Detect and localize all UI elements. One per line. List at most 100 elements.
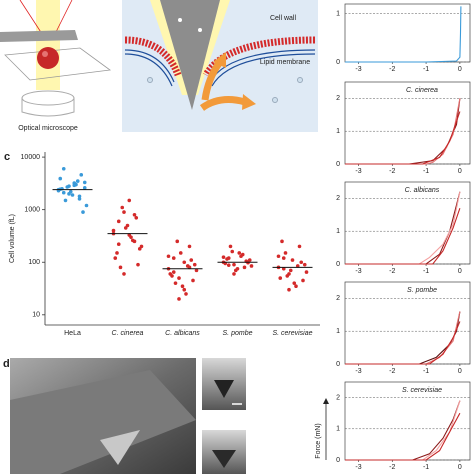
data-point: [130, 238, 135, 243]
data-point: [81, 210, 85, 214]
data-point: [171, 270, 176, 274]
data-point: [63, 198, 68, 203]
y-tick-label: 1: [336, 11, 340, 18]
data-point: [182, 287, 187, 292]
y-tick-label: 1: [336, 128, 340, 135]
data-point: [75, 179, 80, 183]
y-axis-label: Cell volume (fL): [9, 214, 16, 263]
force-curve: [345, 412, 461, 461]
data-point: [194, 268, 199, 273]
data-point: [77, 194, 82, 199]
x-tick-label: -2: [389, 368, 395, 375]
sem-images: [10, 358, 246, 474]
data-point: [301, 278, 305, 283]
x-tick-label: 0: [458, 268, 462, 275]
data-point: [65, 185, 70, 189]
data-point: [184, 292, 188, 296]
x-tick-label: -3: [355, 464, 361, 471]
x-tick-label: C. albicans: [165, 330, 200, 337]
data-point: [70, 193, 75, 197]
y-tick-label: 1: [336, 426, 340, 433]
data-point: [139, 244, 144, 249]
data-point: [67, 192, 71, 196]
data-point: [240, 252, 245, 257]
data-point: [276, 254, 281, 259]
x-tick-label: -1: [423, 464, 429, 471]
data-point: [58, 176, 63, 181]
x-tick-label: -1: [423, 66, 429, 73]
x-tick-label: C. cinerea: [112, 330, 144, 337]
data-point: [187, 265, 192, 270]
x-tick-label: -3: [355, 66, 361, 73]
data-point: [127, 198, 132, 203]
panel-title: S. cerevisiae: [402, 387, 442, 394]
data-point: [77, 197, 82, 201]
data-point: [304, 270, 309, 274]
data-point: [283, 251, 288, 255]
data-point: [113, 256, 118, 260]
panel-label: c: [4, 151, 10, 163]
data-point: [249, 264, 254, 268]
force-curve: [345, 400, 461, 461]
force-curve: [345, 208, 461, 265]
data-point: [232, 272, 236, 276]
data-point: [177, 297, 181, 301]
x-tick-label: 0: [458, 368, 462, 375]
x-tick-label: -1: [423, 368, 429, 375]
data-point: [285, 274, 290, 278]
data-point: [115, 251, 119, 255]
data-point: [287, 287, 291, 292]
x-tick-label: S. pombe: [223, 330, 253, 337]
data-point: [116, 219, 121, 224]
data-point: [178, 251, 183, 255]
y-tick-label: 10: [32, 312, 40, 319]
y-tick-label: 2: [336, 295, 340, 302]
force-curve: [345, 191, 461, 265]
data-point: [84, 203, 89, 208]
data-point: [187, 244, 192, 249]
x-tick-label: -2: [389, 168, 395, 175]
force-curve: [345, 6, 462, 63]
data-point: [237, 251, 242, 255]
panel-label: d: [3, 358, 10, 370]
y-tick-label: 0: [336, 261, 340, 268]
data-point: [116, 242, 121, 247]
force-curve: [345, 111, 461, 165]
data-point: [118, 265, 123, 270]
y-tick-label: 0: [336, 161, 340, 168]
data-point: [175, 239, 180, 244]
data-point: [182, 260, 187, 265]
diagram-label: Optical microscope: [18, 125, 78, 132]
data-point: [132, 212, 137, 217]
data-point: [299, 260, 304, 265]
plot-frame: [344, 281, 471, 365]
cell-wall-diagram: Cell wall Lipid membrane: [122, 0, 318, 132]
data-point: [228, 244, 233, 249]
x-tick-label: S. cerevisiae: [272, 330, 312, 337]
data-point: [247, 258, 252, 262]
data-point: [134, 216, 139, 220]
data-point: [280, 239, 284, 244]
data-point: [180, 284, 185, 289]
plot-frame: [344, 81, 471, 165]
data-point: [189, 258, 194, 262]
data-point: [72, 183, 77, 188]
x-tick-label: -2: [389, 464, 395, 471]
plot-frame: [344, 181, 471, 265]
data-point: [288, 268, 293, 273]
data-point: [225, 257, 229, 261]
data-point: [290, 258, 295, 262]
x-tick-label: 0: [458, 168, 462, 175]
y-tick-label: 0: [336, 457, 340, 464]
x-tick-label: -2: [389, 268, 395, 275]
x-tick-label: -3: [355, 168, 361, 175]
data-point: [166, 254, 171, 259]
x-tick-label: 0: [458, 66, 462, 73]
data-point: [302, 262, 307, 267]
y-tick-label: 0: [336, 59, 340, 66]
data-point: [170, 274, 174, 278]
y-tick-label: 100: [28, 259, 40, 266]
axis-arrow-head: [323, 398, 329, 404]
data-point: [173, 281, 178, 285]
